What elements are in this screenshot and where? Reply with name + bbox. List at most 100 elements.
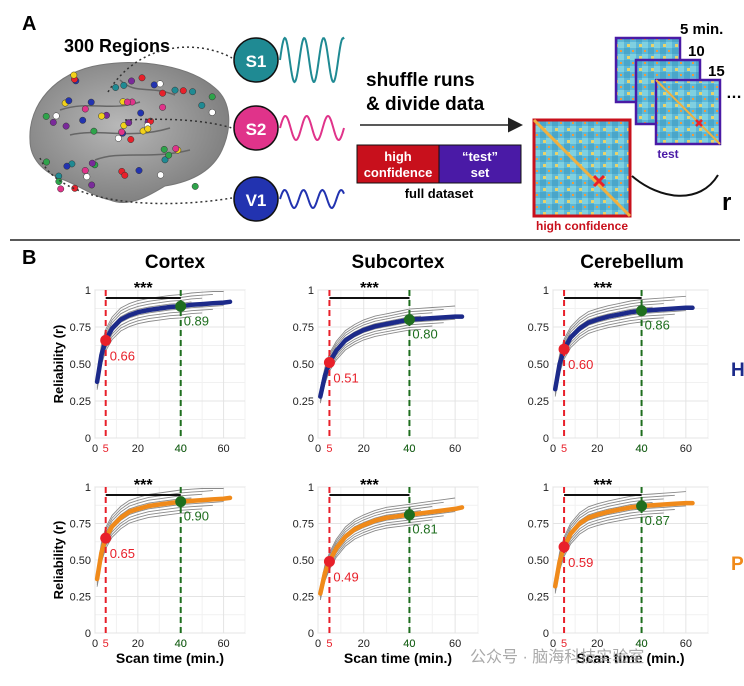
x-mark-low-label: 5 <box>103 443 109 455</box>
y-tick-label: 0 <box>308 628 314 640</box>
x-tick-label: 20 <box>358 443 370 455</box>
y-tick-label: 0.25 <box>293 592 314 604</box>
significance-stars: *** <box>360 280 379 297</box>
r-connector <box>631 174 719 197</box>
x-tick-label: 60 <box>449 638 461 650</box>
test-matrix-15 <box>654 78 722 146</box>
x-tick-label: 60 <box>217 638 229 650</box>
brain-region-dot <box>135 167 143 174</box>
v1-wave <box>279 188 345 210</box>
column-title-subcortex: Subcortex <box>352 252 445 273</box>
time-15-label: 15 <box>708 63 725 80</box>
full-dataset-caption: full dataset <box>405 186 474 201</box>
brain-region-dot <box>191 182 199 190</box>
point-5min <box>323 555 335 567</box>
brain-region-dot <box>127 136 135 143</box>
x-tick-label: 40 <box>403 443 415 455</box>
panel-b-label: B <box>22 247 36 269</box>
point-5min <box>558 343 570 355</box>
x-tick-label: 0 <box>92 638 98 650</box>
node-v1: V1 <box>233 176 279 222</box>
point-40min <box>636 305 648 317</box>
x-tick-label: 40 <box>635 443 647 455</box>
subject-curve <box>554 491 686 579</box>
brain-region-dot <box>120 81 128 89</box>
y-tick-label: 0.50 <box>293 359 314 371</box>
x-tick-label: 20 <box>358 638 370 650</box>
subject-curve <box>554 494 675 581</box>
y-tick-label: 0 <box>543 628 549 640</box>
x-tick-label: 60 <box>680 443 692 455</box>
brain-region-dot <box>90 127 98 135</box>
point-5min-label: 0.59 <box>568 555 593 570</box>
point-5min-label: 0.49 <box>333 569 358 584</box>
point-5min <box>100 334 112 346</box>
y-tick-label: 0 <box>85 628 91 640</box>
y-tick-label: 0.75 <box>70 519 91 531</box>
brain-region-dot <box>63 162 71 170</box>
y-tick-label: 0 <box>85 433 91 445</box>
y-tick-label: 1 <box>543 285 549 297</box>
y-tick-label: 0 <box>543 433 549 445</box>
significance-stars: *** <box>593 477 612 494</box>
brain-region-dot <box>62 122 70 130</box>
y-tick-label: 0.25 <box>293 396 314 408</box>
brain-region-dot <box>159 89 167 97</box>
brain-region-dot <box>65 97 73 105</box>
x-mark-low-label: 5 <box>561 443 567 455</box>
x-axis-label: Scan time (min.) <box>576 650 684 666</box>
y-tick-label: 0.50 <box>528 555 549 567</box>
r-label: r <box>722 189 731 216</box>
brain-region-dot <box>128 77 135 85</box>
brain-region-dot <box>159 103 167 111</box>
significance-stars: *** <box>134 280 153 297</box>
series-line <box>552 500 695 589</box>
brain-region-dot <box>70 71 78 79</box>
y-tick-label: 0.50 <box>528 359 549 371</box>
s2-connector <box>124 118 233 129</box>
subject-curve <box>554 295 686 382</box>
brain-region-dot <box>172 145 180 153</box>
brain-region-dot <box>79 116 87 124</box>
brain-region-dot <box>112 84 120 91</box>
s1-wave <box>279 36 345 84</box>
y-tick-label: 0.25 <box>70 592 91 604</box>
y-tick-label: 0.25 <box>70 396 91 408</box>
brain-region-dot <box>49 118 57 126</box>
x-tick-label: 20 <box>132 638 144 650</box>
x-tick-label: 0 <box>550 443 556 455</box>
brain-region-dot <box>121 171 129 179</box>
x-tick-label: 40 <box>175 638 187 650</box>
brain-region-dot <box>81 167 89 174</box>
series-line <box>318 505 465 596</box>
brain-region-dot <box>83 173 91 181</box>
y-tick-label: 1 <box>85 482 91 494</box>
point-5min-label: 0.66 <box>110 348 135 363</box>
brain-region-dot <box>208 108 216 116</box>
y-tick-label: 0.75 <box>293 322 314 334</box>
shuffle-line-2: & divide data <box>366 94 485 115</box>
x-tick-label: 0 <box>550 638 556 650</box>
brain-region-dot <box>88 181 96 189</box>
node-s1-label: S1 <box>246 52 267 71</box>
brain-region-dot <box>52 112 60 120</box>
y-tick-label: 0.75 <box>528 322 549 334</box>
brain-region-dot <box>81 105 89 113</box>
brain-region-dot <box>123 98 131 106</box>
point-40min <box>403 509 415 521</box>
point-5min <box>100 532 112 544</box>
brain-region-dot <box>171 86 179 94</box>
brain-region-dot <box>189 88 197 96</box>
y-tick-label: 1 <box>308 482 314 494</box>
column-title-cortex: Cortex <box>145 252 206 273</box>
series-line <box>94 495 233 582</box>
significance-stars: *** <box>360 477 379 494</box>
time-5-label: 5 min. <box>680 21 723 38</box>
brain-image <box>29 62 230 203</box>
row-label-h: H <box>731 360 744 381</box>
brain-region-dot <box>144 125 152 133</box>
point-5min-label: 0.51 <box>333 371 358 386</box>
brain-region-dot <box>150 81 158 89</box>
